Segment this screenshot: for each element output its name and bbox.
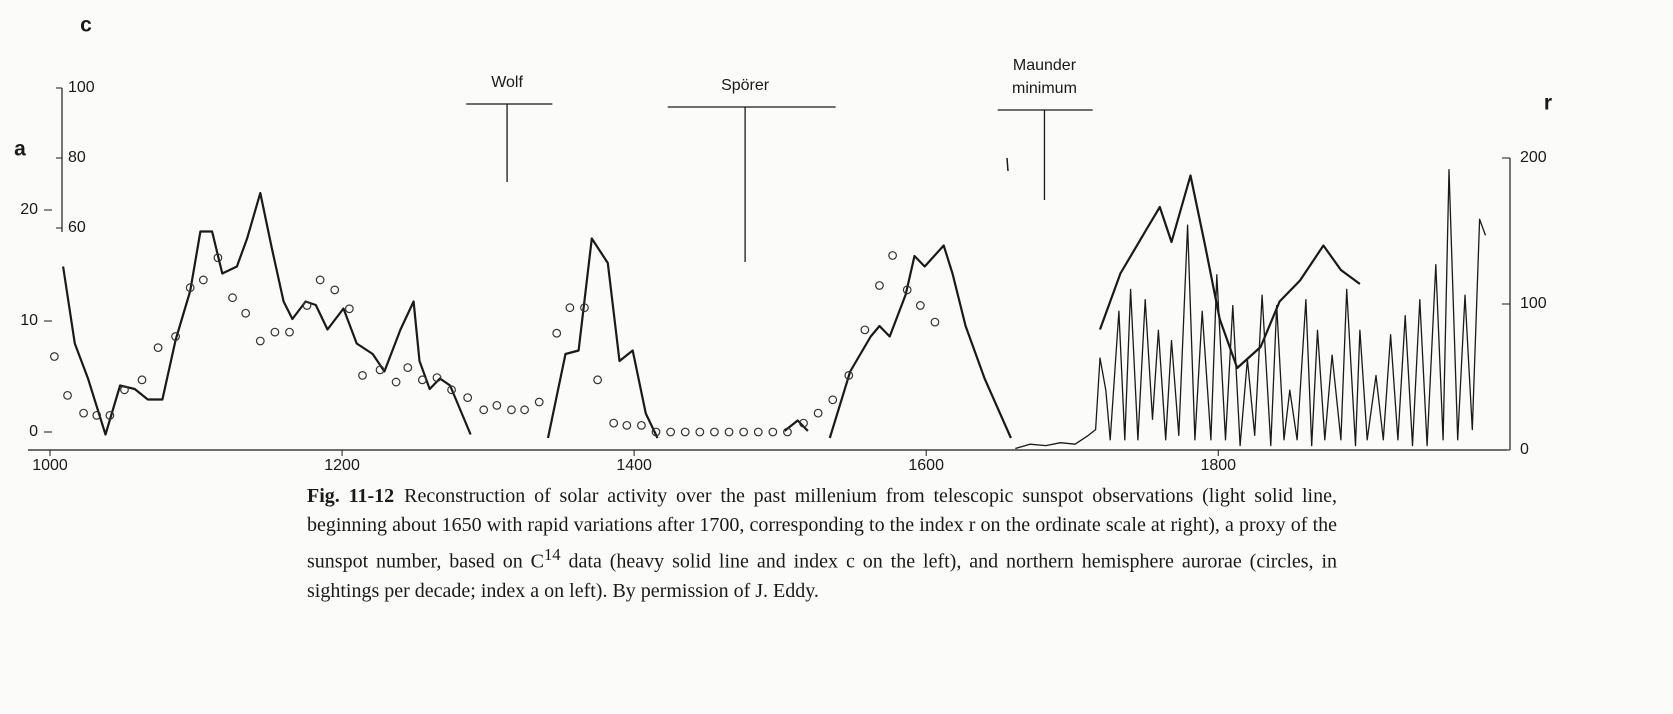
- caption: Fig. 11-12 Reconstruction of solar activi…: [307, 482, 1337, 606]
- aurora-point: [285, 327, 294, 337]
- caption-label: Fig. 11-12: [307, 485, 395, 507]
- aurora-point: [479, 405, 489, 415]
- aurora-point: [375, 365, 385, 375]
- a-tick-label: 10: [20, 312, 38, 329]
- aurora-point: [198, 275, 208, 285]
- aurora-point: [137, 375, 147, 385]
- aurora-point: [534, 397, 544, 407]
- period-label: Maunder minimum: [1012, 57, 1077, 97]
- aurora-point: [492, 400, 502, 410]
- caption-text: data (heavy solid line and index c on th…: [307, 550, 1338, 602]
- aurora-point: [185, 283, 195, 293]
- aurora-point: [799, 418, 808, 428]
- aurora-point: [520, 405, 529, 415]
- aurora-point: [768, 427, 778, 437]
- axis-label-c: c: [80, 14, 92, 37]
- aurora-point: [79, 408, 88, 418]
- x-tick-label: 1000: [32, 457, 68, 474]
- aurora-point: [270, 327, 280, 337]
- axis-label-a: a: [14, 138, 26, 161]
- aurora-point: [915, 301, 925, 310]
- stray-mark: [1006, 157, 1009, 172]
- c-tick-label: 80: [68, 149, 86, 166]
- aurora-point: [844, 370, 854, 380]
- aurora-point: [875, 281, 884, 290]
- aurora-point: [49, 352, 59, 361]
- aurora-point: [710, 427, 719, 437]
- aurora-point: [753, 427, 763, 437]
- caption-superscript: 14: [543, 545, 561, 564]
- aurora-point: [213, 253, 223, 263]
- axis-label-r: r: [1544, 92, 1552, 115]
- c-tick-label: 60: [68, 219, 86, 236]
- aurora-point: [358, 370, 367, 380]
- aurora-point: [695, 427, 705, 437]
- aurora-point: [739, 427, 749, 437]
- aurora-point: [813, 408, 823, 418]
- a-tick-label: 0: [29, 423, 38, 440]
- aurora-point: [344, 304, 354, 314]
- aurora-point: [565, 303, 575, 313]
- aurora-point: [930, 317, 940, 327]
- aurora-point: [171, 332, 180, 341]
- aurora-point: [828, 395, 838, 405]
- aurora-point: [680, 427, 690, 437]
- x-tick-label: 1200: [324, 457, 360, 474]
- aurora-point: [666, 427, 676, 437]
- series-line: [62, 174, 1361, 439]
- aurora-point: [609, 418, 619, 428]
- aurora-point: [783, 427, 792, 437]
- period-label: Wolf: [491, 74, 523, 91]
- c-tick-label: 100: [68, 79, 95, 96]
- aurora-point: [417, 375, 427, 385]
- aurora-point: [507, 405, 516, 415]
- aurora-point: [63, 390, 72, 400]
- aurora-point: [241, 308, 251, 318]
- aurora-point: [255, 336, 265, 346]
- aurora-point: [552, 328, 562, 338]
- aurora-point: [302, 301, 312, 310]
- r-tick-label: 0: [1520, 441, 1529, 458]
- aurora-point: [391, 377, 401, 387]
- aurora-point: [580, 303, 589, 313]
- aurora-point: [330, 285, 340, 295]
- a-tick-label: 20: [20, 201, 38, 218]
- aurora-point: [637, 420, 646, 430]
- aurora-point: [403, 363, 413, 373]
- aurora-point: [120, 385, 129, 395]
- x-tick-label: 1400: [616, 457, 652, 474]
- r-tick-label: 100: [1520, 295, 1547, 312]
- aurora-point: [92, 410, 102, 420]
- caption-text: Reconstruction of solar activity over th…: [307, 485, 1337, 573]
- aurora-point: [153, 343, 163, 353]
- period-label: Spörer: [721, 77, 770, 94]
- aurora-point: [902, 285, 912, 295]
- aurora-point: [860, 325, 870, 335]
- aurora-point: [463, 393, 473, 402]
- aurora-point: [432, 373, 442, 383]
- aurora-point: [622, 420, 632, 430]
- aurora-point: [724, 427, 734, 437]
- series-line: [1015, 169, 1487, 450]
- aurora-point: [888, 251, 897, 260]
- aurora-point: [651, 427, 661, 437]
- aurora-point: [315, 275, 325, 285]
- x-tick-label: 1800: [1200, 457, 1236, 474]
- aurora-point: [593, 375, 603, 385]
- aurora-point: [447, 385, 456, 395]
- aurora-point: [105, 410, 115, 420]
- r-tick-label: 200: [1520, 149, 1547, 166]
- aurora-point: [228, 293, 237, 303]
- x-tick-label: 1600: [908, 457, 944, 474]
